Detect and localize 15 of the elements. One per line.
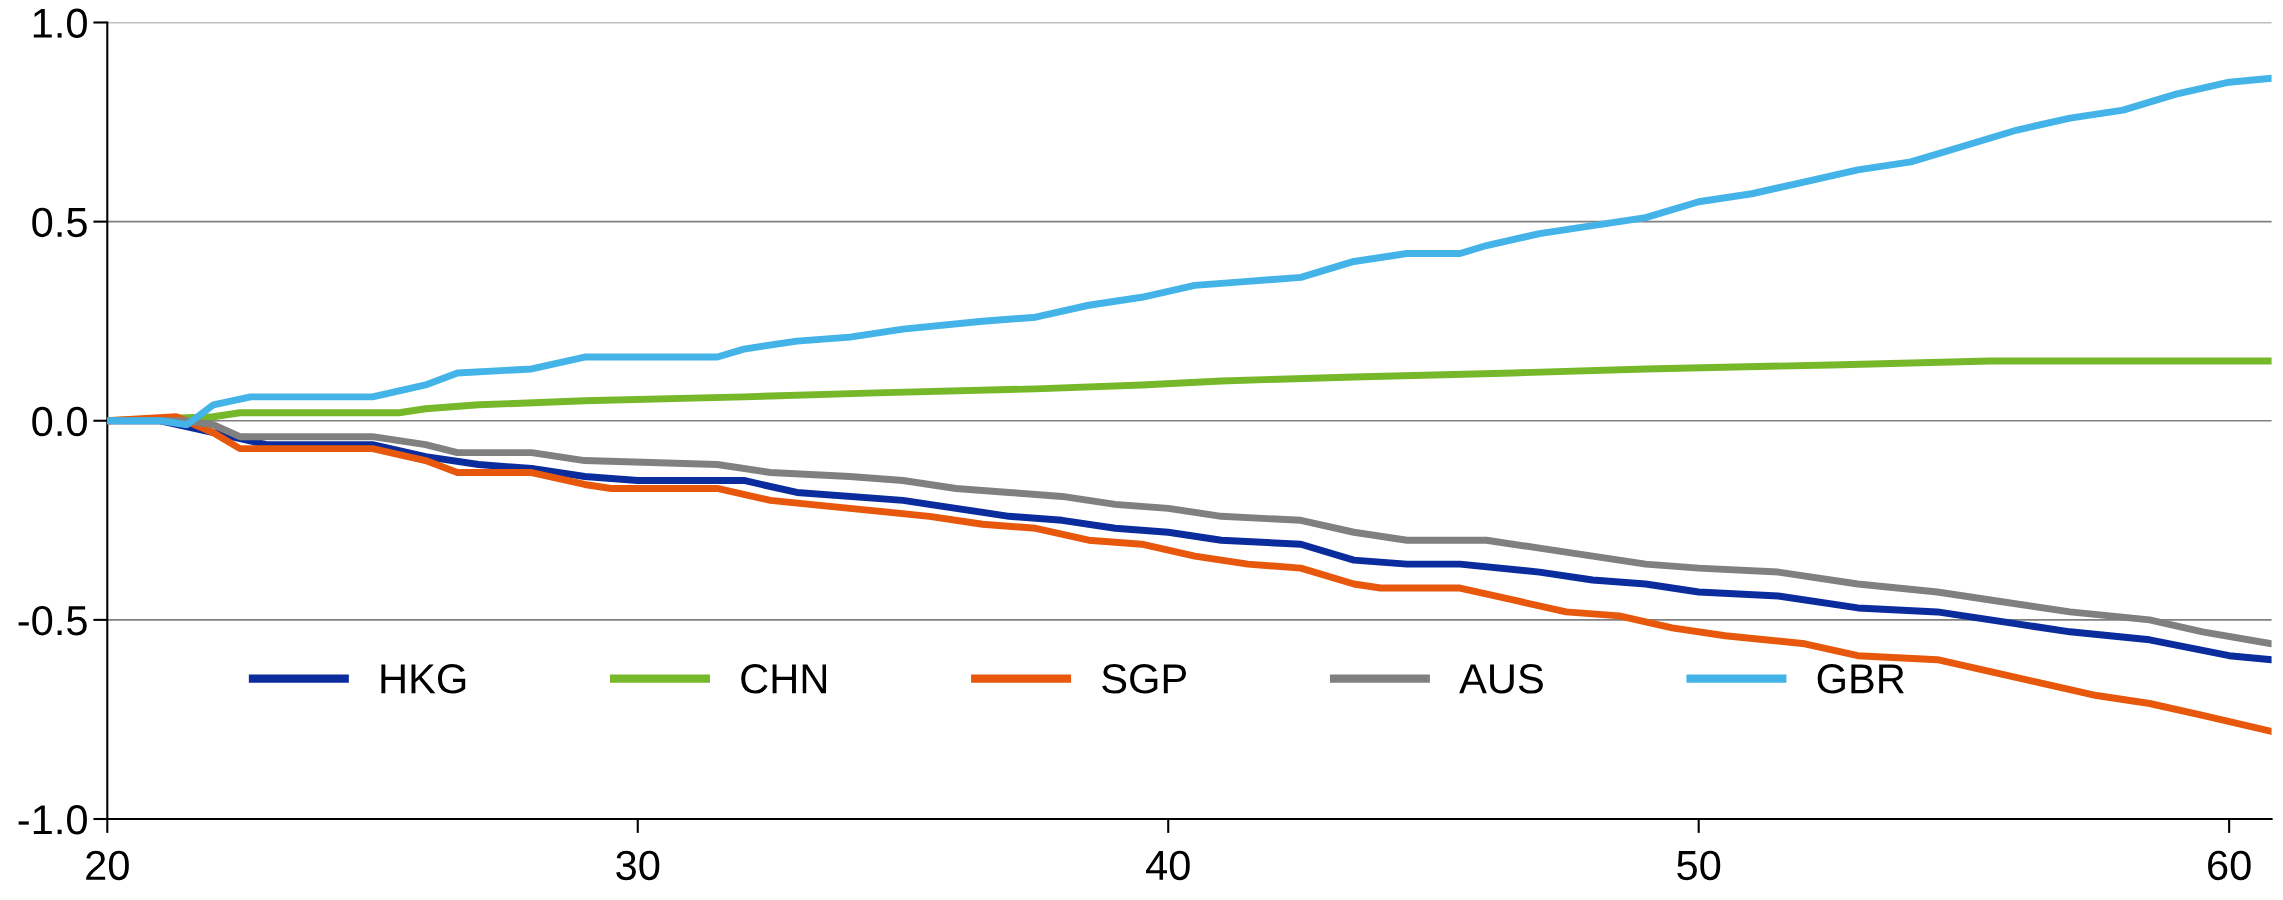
x-tick-label: 40 (1146, 850, 1190, 881)
x-tick-label: 20 (86, 850, 129, 881)
legend-label: AUS (1459, 664, 1543, 694)
x-tick-label: 60 (2208, 850, 2251, 881)
legend-label: HKG (381, 664, 466, 694)
y-tick-label: 1.0 (33, 8, 87, 39)
legend-label: CHN (741, 664, 827, 694)
y-tick-label: -0.5 (18, 605, 87, 636)
legend-label: GBR (1817, 664, 1904, 694)
legend-label: SGP (1102, 664, 1187, 694)
y-tick-label: -1.0 (18, 805, 87, 835)
x-tick-label: 30 (616, 850, 660, 881)
x-tick-label: 50 (1677, 850, 1721, 881)
y-tick-label: 0.0 (32, 406, 87, 437)
y-tick-label: 0.5 (32, 207, 87, 238)
